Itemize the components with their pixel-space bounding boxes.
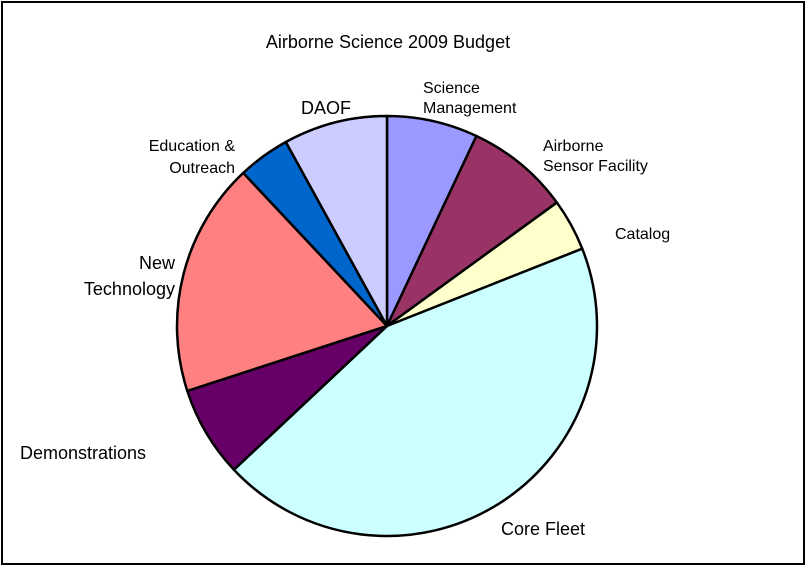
slice-label-4: Demonstrations <box>20 443 146 463</box>
slice-label-1: Airborne Sensor Facility <box>543 138 648 175</box>
pie-chart: Airborne Science 2009 Budget Science Mana… <box>20 32 670 539</box>
pie-slice-5 <box>175 171 389 393</box>
pie-slice-1 <box>385 134 559 328</box>
slice-labels: Science Management Airborne Sensor Facility… <box>20 80 670 539</box>
pie-slice-3 <box>232 247 599 538</box>
pie-slice-7 <box>284 114 389 328</box>
slice-label-6: Education & Outreach <box>149 138 236 177</box>
slice-label-5: New Technology <box>84 253 176 299</box>
slice-label-7: DAOF <box>301 98 351 118</box>
slice-label-0: Science Management <box>423 80 517 117</box>
pie-slices <box>175 114 599 538</box>
slice-label-3: Core Fleet <box>501 519 585 539</box>
slice-label-2: Catalog <box>615 226 670 243</box>
chart-title: Airborne Science 2009 Budget <box>266 32 510 52</box>
